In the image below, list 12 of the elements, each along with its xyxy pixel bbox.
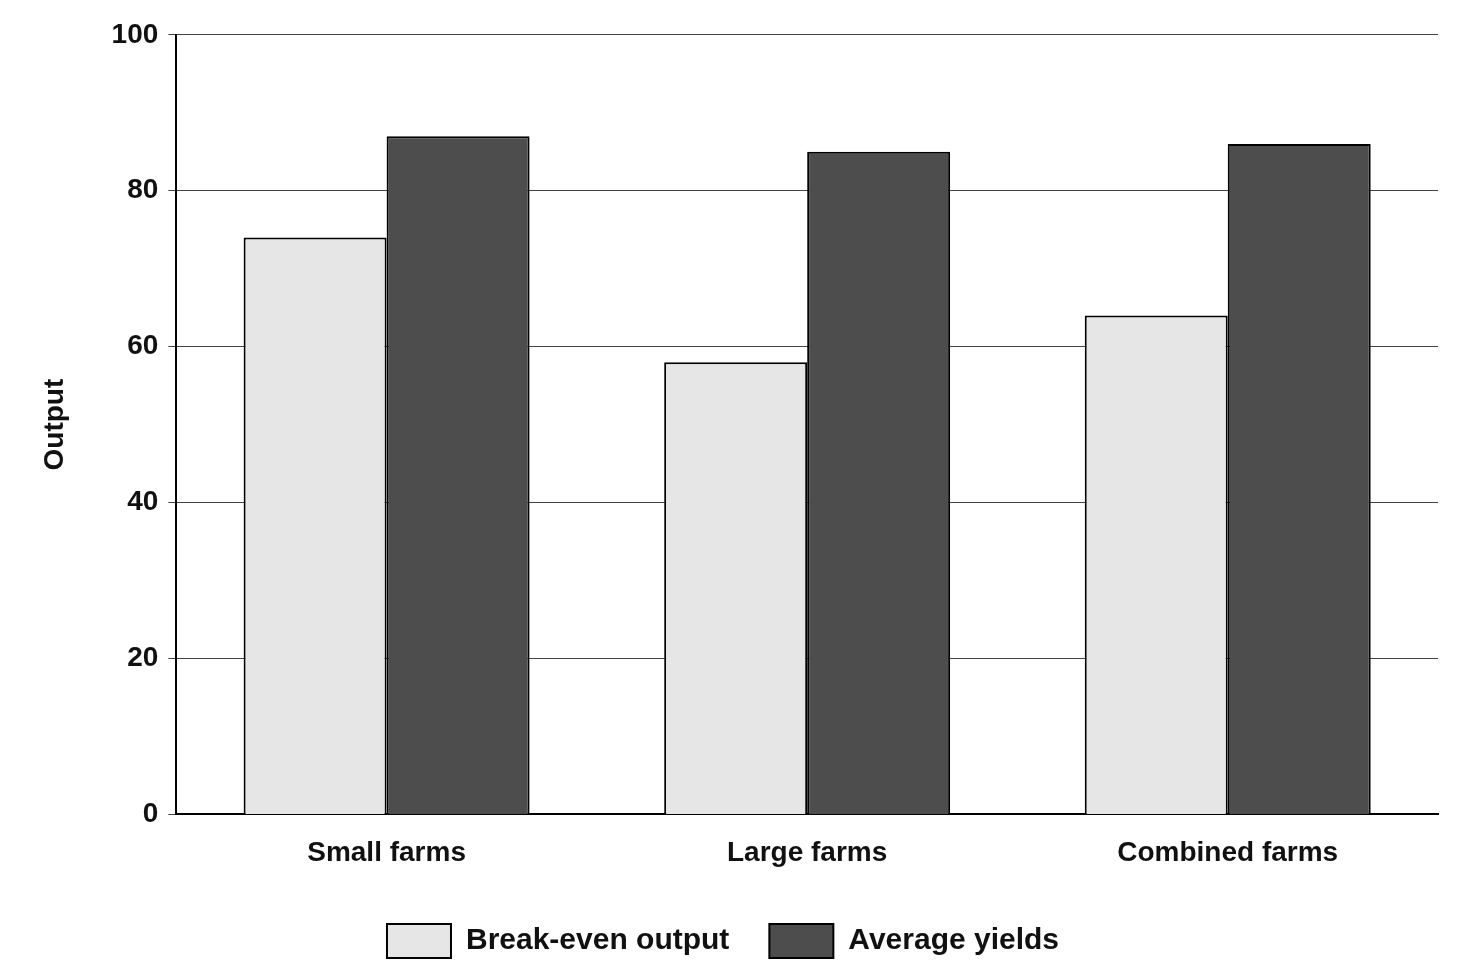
legend-label: Break-even output [465,922,730,956]
y-tick-label: 40 [127,485,159,517]
y-tick-label: 0 [142,797,159,829]
y-tick-label: 100 [111,17,159,49]
y-tick-label: 80 [127,173,159,205]
y-axis-title: Output [37,378,69,471]
x-tick-label: Small farms [307,835,466,867]
y-tick-label: 20 [127,641,159,673]
legend-label: Average yields [848,922,1060,956]
y-tick-label: 60 [127,329,159,361]
x-tick-label: Combined farms [1117,835,1339,867]
x-tick-label: Large farms [727,835,888,867]
